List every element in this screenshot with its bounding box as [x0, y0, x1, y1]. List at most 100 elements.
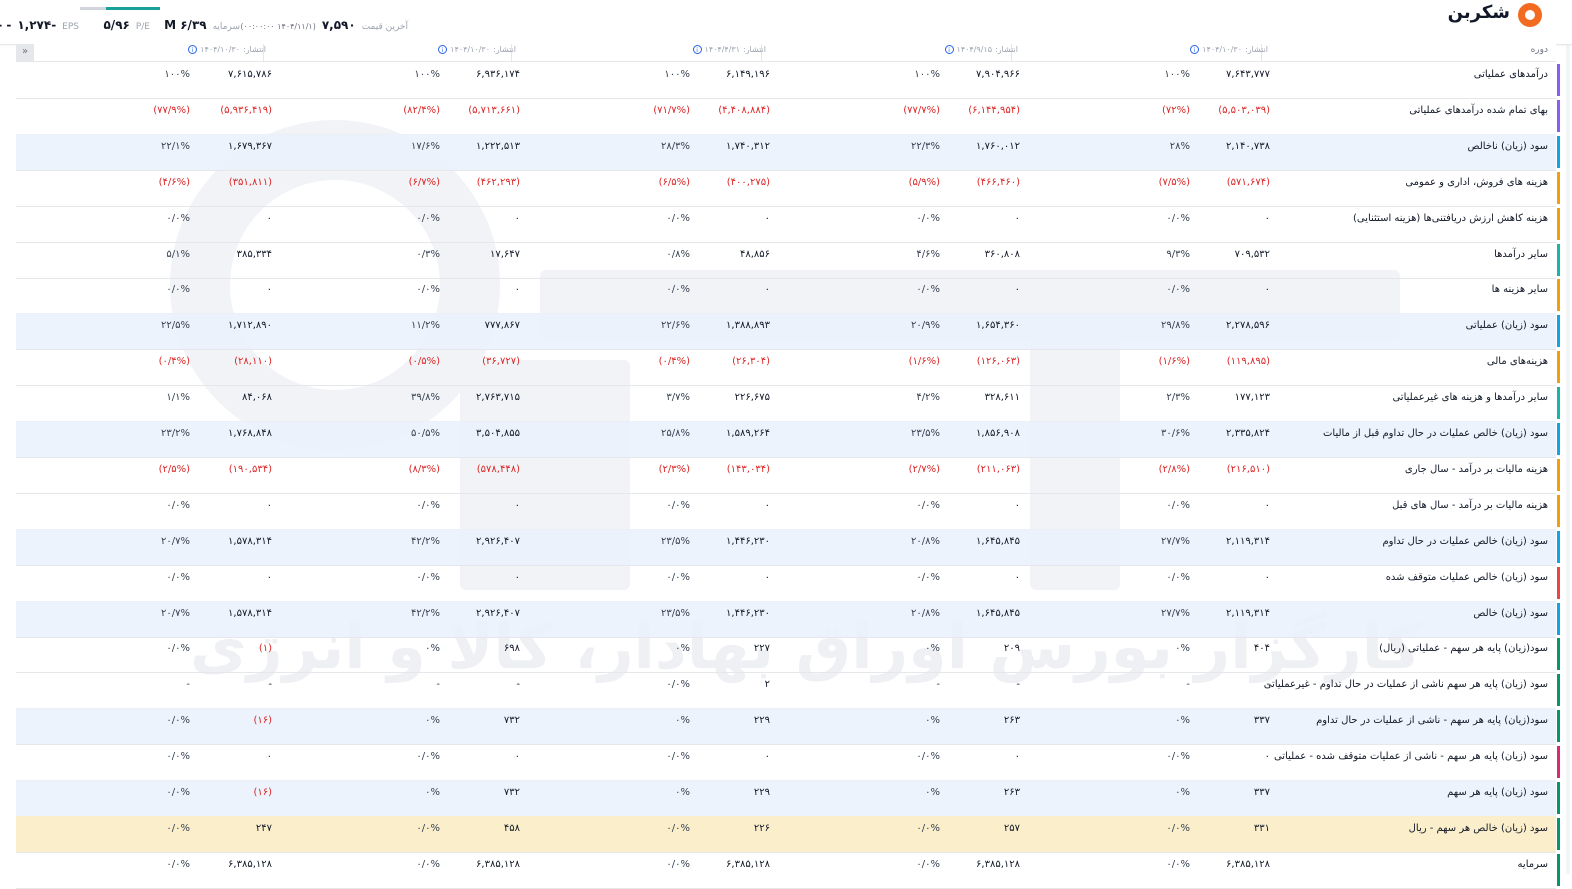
value-cell: - [268, 679, 272, 691]
table-row[interactable]: سایر هزینه ها ۰ ۰/۰% ۰ ۰/۰% ۰ ۰/۰% ۰ ۰/۰% ۰ ۰/۰% [16, 277, 1560, 315]
period-column-header: دوره [1530, 45, 1548, 55]
percent-cell: ۰% [425, 715, 440, 727]
value-cell: ۶۹۸ [503, 643, 520, 655]
value-cell: (۶,۱۴۴,۹۵۴) [968, 104, 1020, 116]
publish-date: ۱۴۰۴/۱۰/۳۰ [200, 45, 240, 54]
table-row[interactable]: سود (زیان) خالص عملیات در حال تداوم ۲,۱۱۹… [16, 528, 1560, 566]
value-cell: ۲۴۷ [255, 822, 272, 834]
value-cell: ۲,۱۱۹,۳۱۴ [1226, 607, 1270, 619]
info-icon[interactable]: i [438, 45, 448, 54]
percent-cell: ۰/۰% [416, 751, 440, 763]
table-row[interactable]: سود (زیان) خالص هر سهم - ریال ۳۳۱ ۰/۰% ۲۵۷ ۰… [16, 815, 1560, 853]
header-tab-indicator [80, 7, 106, 10]
row-label: سرمایه [1517, 858, 1548, 870]
table-row[interactable]: سود (زیان) خالص عملیات در حال تداوم قبل … [16, 421, 1560, 458]
publish-label: انتشار: [1245, 45, 1268, 54]
table-row[interactable]: بهای تمام شده درآمدهای عملیاتی (۵,۵۰۳,۰۳۹… [16, 98, 1560, 135]
value-cell: ۰ [1014, 499, 1020, 511]
column-divider [263, 44, 264, 61]
percent-cell: ۱۰۰% [164, 69, 190, 80]
pe-label: P/E [135, 22, 150, 32]
row-category-bar [1557, 746, 1560, 779]
percent-cell: (۱/۶%) [908, 356, 940, 368]
value-cell: ۷۳۲ [503, 715, 520, 727]
table-row[interactable]: سود(زیان) پایه هر سهم - عملیاتی (ریال) ۴۰… [16, 636, 1560, 674]
table-row[interactable]: سایر درآمدها و هزینه های غیرعملیاتی ۱۷۷,۱… [16, 385, 1560, 423]
percent-cell: ۲۲/۱% [161, 140, 190, 152]
table-row[interactable]: سایر درآمدها ۷۰۹,۵۳۲ ۹/۳% ۳۶۰,۸۰۸ ۴/۶% ۴۸,۸۵۶… [16, 242, 1560, 279]
info-icon[interactable]: i [692, 45, 702, 54]
row-label: سود (زیان) خالص عملیات در حال تداوم قبل … [1323, 428, 1548, 439]
chevrons-icon: » [21, 46, 29, 57]
percent-cell: ۰/۰% [666, 751, 690, 763]
table-row[interactable]: سود (زیان) ناخالص ۲,۱۴۰,۷۳۸ ۲۸% ۱,۷۶۰,۰۱۲ ۲۲… [16, 133, 1560, 171]
stock-header: شکربن آخرین قیمت ۷,۵۹۰ (۱۴۰۴/۱۱/۱ ۰۰:۰۰:… [0, 0, 1572, 45]
table-row[interactable]: سود (زیان) خالص ۲,۱۱۹,۳۱۴ ۲۷/۷% ۱,۶۴۵,۸۴۵ ۲۰… [16, 600, 1560, 638]
percent-cell: ۲۰/۸% [911, 607, 940, 619]
value-cell: ۰ [266, 284, 272, 296]
value-cell: - [516, 679, 520, 691]
info-icon[interactable]: i [188, 45, 198, 54]
row-category-bar [1557, 99, 1560, 132]
row-label: هزینه مالیات بر درآمد - سال جاری [1404, 463, 1548, 475]
percent-cell: ۰% [675, 715, 690, 727]
table-row[interactable]: سود (زیان) پایه هر سهم - ناشی از عملیات … [16, 744, 1560, 782]
percent-cell: ۰/۰% [1166, 822, 1190, 834]
value-cell: ۳۳۱ [1253, 822, 1270, 834]
publish-date: ۱۴۰۴/۱۰/۳۰ [450, 45, 490, 54]
value-cell: ۷۷۷,۸۶۷ [484, 320, 520, 332]
table-row[interactable]: سرمایه ۶,۳۸۵,۱۲۸ ۰/۰% ۶,۳۸۵,۱۲۸ ۰/۰% ۶,۳۸۵,۱۲… [16, 852, 1560, 889]
value-cell: ۱,۷۱۲,۸۹۰ [228, 320, 272, 332]
row-label: سایر هزینه ها [1491, 284, 1548, 296]
table-row[interactable]: سود (زیان) خالص عملیات متوقف شده ۰ ۰/۰% ۰ ۰/… [16, 565, 1560, 602]
table-row[interactable]: هزینه مالیات بر درآمد - سال های قبل ۰ ۰/۰%… [16, 493, 1560, 530]
value-cell: ۶,۳۸۵,۱۲۸ [1226, 858, 1270, 870]
table-row[interactable]: سود (زیان) پایه هر سهم ناشی از عملیات در… [16, 672, 1560, 710]
percent-cell: ۲۸% [1169, 140, 1190, 152]
info-icon[interactable]: i [1190, 45, 1200, 54]
percent-cell: ۰/۰% [1166, 499, 1190, 511]
row-category-bar [1557, 530, 1560, 563]
value-cell: ۰ [514, 284, 520, 296]
value-cell: ۶,۳۸۵,۱۲۸ [726, 858, 770, 870]
percent-cell: ۰/۰% [166, 715, 190, 727]
percent-cell: ۰/۰% [666, 284, 690, 296]
table-row[interactable]: سود (زیان) پایه هر سهم ۳۳۷ ۰% ۲۶۳ ۰% ۲۲۹ ۰% ۷۳۲… [16, 780, 1560, 817]
table-row[interactable]: سود(زیان) پایه هر سهم - ناشی از عملیات د… [16, 708, 1560, 746]
table-row[interactable]: هزینه‌های مالی (۱۱۹,۸۹۵) (۱/۶%) (۱۲۶,۰۶۳) (۱… [16, 349, 1560, 387]
row-category-bar [1557, 853, 1560, 886]
row-category-bar [1557, 494, 1560, 527]
vertical-scrollbar[interactable] [1566, 44, 1570, 874]
value-cell: ۴۵۸ [503, 822, 520, 834]
table-row[interactable]: سود (زیان) عملیاتی ۲,۲۷۸,۵۹۶ ۲۹/۸% ۱,۶۵۴,۳۶… [16, 313, 1560, 351]
table-row[interactable]: هزینه مالیات بر درآمد - سال جاری (۲۱۶,۵۱۰… [16, 457, 1560, 494]
publish-date: ۱۴۰۴/۹/۱۵ [956, 45, 992, 54]
table-row[interactable]: درآمدهای عملیاتی ۷,۶۴۳,۷۷۷ ۱۰۰% ۷,۹۰۴,۹۶۶ ۱۰… [16, 62, 1560, 99]
publish-date-header: انتشار: ۱۴۰۴/۱۰/۳۰ i [188, 45, 266, 54]
value-cell: (۱۱۹,۸۹۵) [1226, 356, 1270, 368]
value-cell: (۴۶۶,۴۶۰) [976, 176, 1020, 188]
collapse-columns-button[interactable]: » [16, 44, 34, 61]
table-row[interactable]: هزینه کاهش ارزش دریافتنی‌ها (هزینه استثن… [16, 206, 1560, 243]
percent-cell: ۰/۰% [416, 571, 440, 583]
stock-symbol[interactable]: شکربن [1447, 2, 1510, 23]
percent-cell: ۴/۶% [916, 248, 940, 260]
row-label: سود (زیان) خالص هر سهم - ریال [1408, 822, 1548, 834]
publish-label: انتشار: [743, 45, 766, 54]
percent-cell: ۲۰/۷% [161, 535, 190, 547]
value-cell: ۶,۱۴۹,۱۹۶ [726, 69, 770, 80]
row-category-bar [1557, 351, 1560, 384]
percent-cell: ۰/۰% [916, 751, 940, 763]
row-category-bar [1557, 817, 1560, 850]
table-row[interactable]: هزینه های فروش، اداری و عمومی (۵۷۱,۶۷۴) (۷… [16, 170, 1560, 207]
percent-cell: ۰/۰% [166, 787, 190, 798]
info-icon[interactable]: i [944, 45, 954, 54]
row-label: بهای تمام شده درآمدهای عملیاتی [1409, 104, 1548, 116]
value-cell: ۰ [1014, 751, 1020, 763]
value-cell: ۲۰۹ [1003, 643, 1020, 655]
percent-cell: ۲۳/۲% [161, 428, 190, 439]
last-price-label: آخرین قیمت [361, 22, 408, 32]
publish-date: ۱۴۰۴/۴/۳۱ [704, 45, 740, 54]
percent-cell: ۰% [425, 787, 440, 798]
row-category-bar [1557, 387, 1560, 420]
